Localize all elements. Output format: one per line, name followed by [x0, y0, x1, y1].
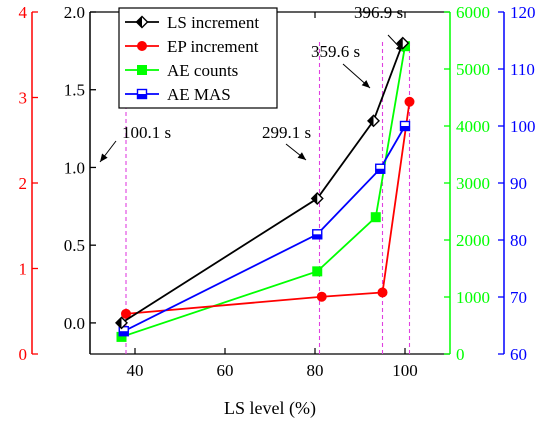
y-tick-label-ep: 4	[19, 3, 28, 22]
annotation-label: 299.1 s	[262, 123, 311, 142]
legend-item: AE MAS	[125, 85, 231, 104]
y-tick-label-ls: 1.5	[64, 81, 85, 100]
y-tick-label-mas: 100	[510, 117, 536, 136]
y-tick-label-ep: 0	[19, 345, 28, 364]
x-tick-label: 100	[392, 361, 418, 380]
y-tick-label-ae: 0	[456, 345, 465, 364]
series-mas	[118, 120, 411, 337]
legend-label: EP increment	[167, 37, 259, 56]
data-point-fill	[119, 331, 129, 336]
y-tick-label-ae: 1000	[456, 288, 490, 307]
data-point	[370, 212, 381, 223]
y-tick-label-ae: 3000	[456, 174, 490, 193]
legend-label: AE MAS	[167, 85, 231, 104]
y-tick-label-mas: 90	[510, 174, 527, 193]
data-point-fill	[312, 234, 322, 239]
data-point	[312, 266, 323, 277]
series-line	[121, 46, 406, 338]
y-tick-label-ls: 1.0	[64, 158, 85, 177]
legend-label: LS increment	[167, 13, 259, 32]
legend-item: AE counts	[125, 61, 238, 80]
data-point-fill	[368, 115, 374, 127]
data-point	[137, 65, 147, 75]
series-line	[123, 125, 406, 333]
annotation-arrowhead	[100, 153, 108, 162]
annotation-arrowhead	[361, 80, 370, 88]
y-tick-label-ae: 5000	[456, 60, 490, 79]
y-tick-label-mas: 110	[510, 60, 535, 79]
y-tick-label-ls: 0.0	[64, 314, 85, 333]
data-point-fill	[136, 16, 142, 28]
x-tick-label: 40	[127, 361, 144, 380]
data-point	[377, 287, 388, 298]
legend-item: EP increment	[125, 37, 259, 56]
annotation-label: 396.9 s	[354, 3, 403, 22]
data-point-fill	[397, 37, 403, 49]
data-point-fill	[116, 317, 122, 329]
x-axis-title: LS level (%)	[224, 398, 316, 419]
annotation-label: 100.1 s	[122, 123, 171, 142]
data-point	[121, 308, 131, 319]
annotation-arrowhead	[297, 152, 306, 160]
legend-label: AE counts	[167, 61, 238, 80]
y-tick-label-ae: 6000	[456, 3, 490, 22]
data-point	[316, 291, 327, 302]
annotation-label: 359.6 s	[311, 42, 360, 61]
y-tick-label-mas: 60	[510, 345, 527, 364]
y-tick-label-mas: 70	[510, 288, 527, 307]
y-tick-label-ae: 2000	[456, 231, 490, 250]
x-tick-label: 80	[307, 361, 324, 380]
data-point-fill	[400, 126, 410, 131]
legend: LS increment EP increment AE counts AE MAS	[118, 7, 278, 109]
y-tick-label-ls: 2.0	[64, 3, 85, 22]
series-line	[125, 101, 411, 315]
data-point-fill	[375, 168, 385, 174]
y-tick-label-ae: 4000	[456, 117, 490, 136]
y-tick-label-ep: 1	[19, 260, 28, 279]
series-line	[121, 42, 404, 324]
y-tick-label-mas: 120	[510, 3, 536, 22]
x-tick-label: 60	[217, 361, 234, 380]
data-point-fill	[137, 94, 147, 99]
data-point	[137, 41, 147, 51]
legend-item: LS increment	[125, 13, 259, 32]
y-tick-label-ep: 3	[19, 89, 28, 108]
y-tick-label-ep: 2	[19, 174, 28, 193]
series-ls	[115, 36, 410, 330]
data-point-fill	[311, 193, 318, 205]
data-point	[404, 96, 415, 107]
series-ep	[121, 96, 415, 319]
y-tick-label-mas: 80	[510, 231, 527, 250]
y-tick-label-ls: 0.5	[64, 236, 85, 255]
